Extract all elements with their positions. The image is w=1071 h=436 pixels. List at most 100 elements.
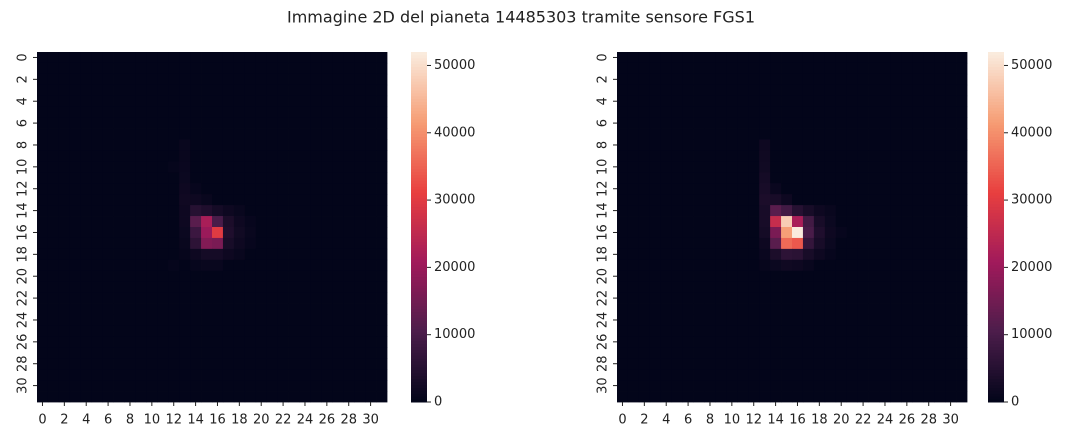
heatmap-cell — [912, 369, 923, 380]
heatmap-cell — [672, 380, 683, 391]
heatmap-cell — [814, 380, 825, 391]
heatmap-cell — [836, 238, 847, 249]
heatmap-cell — [814, 369, 825, 380]
heatmap-cell — [354, 183, 365, 194]
heatmap-cell — [945, 304, 956, 315]
heatmap-cell — [223, 172, 234, 183]
heatmap-cell — [726, 96, 737, 107]
heatmap-cell — [934, 336, 945, 347]
heatmap-cell — [157, 315, 168, 326]
heatmap-cell — [661, 161, 672, 172]
heatmap-cell — [803, 216, 814, 227]
heatmap-cell — [705, 271, 716, 282]
heatmap-cell — [661, 74, 672, 85]
heatmap-cell — [912, 74, 923, 85]
heatmap-cell — [157, 74, 168, 85]
colorbar-segment — [411, 277, 427, 280]
heatmap-cell — [179, 347, 190, 358]
heatmap-cell — [792, 260, 803, 271]
heatmap-cell — [234, 63, 245, 74]
heatmap-cell — [901, 96, 912, 107]
colorbar-segment — [411, 239, 427, 242]
colorbar-segment — [988, 344, 1004, 347]
heatmap-cell — [880, 205, 891, 216]
heatmap-cell — [617, 183, 628, 194]
heatmap-cell — [803, 194, 814, 205]
heatmap-cell — [683, 205, 694, 216]
heatmap-cell — [256, 391, 267, 402]
heatmap-cell — [70, 205, 81, 216]
heatmap-cell — [748, 63, 759, 74]
heatmap-cell — [803, 172, 814, 183]
heatmap-cell — [639, 63, 650, 74]
heatmap-cell — [814, 293, 825, 304]
heatmap-cell — [847, 52, 858, 63]
heatmap-cell — [803, 129, 814, 140]
heatmap-cell — [726, 293, 737, 304]
heatmap-cell — [321, 304, 332, 315]
heatmap-cell — [223, 227, 234, 238]
colorbar-segment — [988, 119, 1004, 122]
heatmap-cell — [234, 260, 245, 271]
heatmap-cell — [300, 282, 311, 293]
heatmap-cell — [650, 216, 661, 227]
heatmap-cell — [103, 227, 114, 238]
heatmap-cell — [223, 194, 234, 205]
heatmap-cell — [321, 260, 332, 271]
heatmap-cell — [770, 205, 781, 216]
heatmap-cell — [190, 183, 201, 194]
heatmap-cell — [354, 315, 365, 326]
heatmap-cell — [715, 380, 726, 391]
heatmap-cell — [343, 74, 354, 85]
heatmap-cell — [672, 238, 683, 249]
heatmap-cell — [300, 227, 311, 238]
heatmap-cell — [726, 336, 737, 347]
heatmap-cell — [945, 369, 956, 380]
heatmap-cell — [201, 304, 212, 315]
heatmap-cell — [847, 150, 858, 161]
heatmap-cell — [956, 358, 967, 369]
heatmap-cell — [245, 172, 256, 183]
heatmap-cell — [956, 205, 967, 216]
heatmap-cell — [332, 172, 343, 183]
heatmap-cell — [901, 194, 912, 205]
heatmap-cell — [956, 249, 967, 260]
heatmap-cell — [157, 336, 168, 347]
heatmap-cell — [168, 172, 179, 183]
heatmap-cell — [650, 260, 661, 271]
colorbar-segment — [988, 192, 1004, 195]
heatmap-cell — [661, 227, 672, 238]
heatmap-cell — [934, 74, 945, 85]
heatmap-cell — [201, 325, 212, 336]
colorbar-segment — [411, 163, 427, 166]
colorbar-segment — [988, 175, 1004, 178]
heatmap-cell — [781, 183, 792, 194]
heatmap-cell — [901, 369, 912, 380]
figure: Immagine 2D del pianeta 14485303 tramite… — [0, 0, 1071, 436]
heatmap-cell — [354, 358, 365, 369]
heatmap-cell — [365, 183, 376, 194]
heatmap-cell — [70, 336, 81, 347]
heatmap-cell — [59, 304, 70, 315]
heatmap-cell — [234, 325, 245, 336]
heatmap-cell — [923, 391, 934, 402]
heatmap-cell — [945, 293, 956, 304]
heatmap-cell — [157, 238, 168, 249]
colorbar-segment — [988, 180, 1004, 183]
heatmap-cell — [934, 194, 945, 205]
colorbar-segment — [988, 361, 1004, 364]
heatmap-cell — [847, 325, 858, 336]
heatmap-cell — [190, 227, 201, 238]
colorbar-segment — [988, 198, 1004, 201]
colorbar-tick-label: 50000 — [434, 58, 475, 73]
heatmap-cell — [278, 249, 289, 260]
heatmap-cell — [310, 336, 321, 347]
heatmap-cell — [343, 260, 354, 271]
heatmap-cell — [759, 96, 770, 107]
heatmap-cell — [803, 96, 814, 107]
heatmap-cell — [705, 369, 716, 380]
heatmap-cell — [956, 325, 967, 336]
heatmap-cell — [157, 216, 168, 227]
heatmap-cell — [81, 140, 92, 151]
heatmap-cell — [923, 140, 934, 151]
